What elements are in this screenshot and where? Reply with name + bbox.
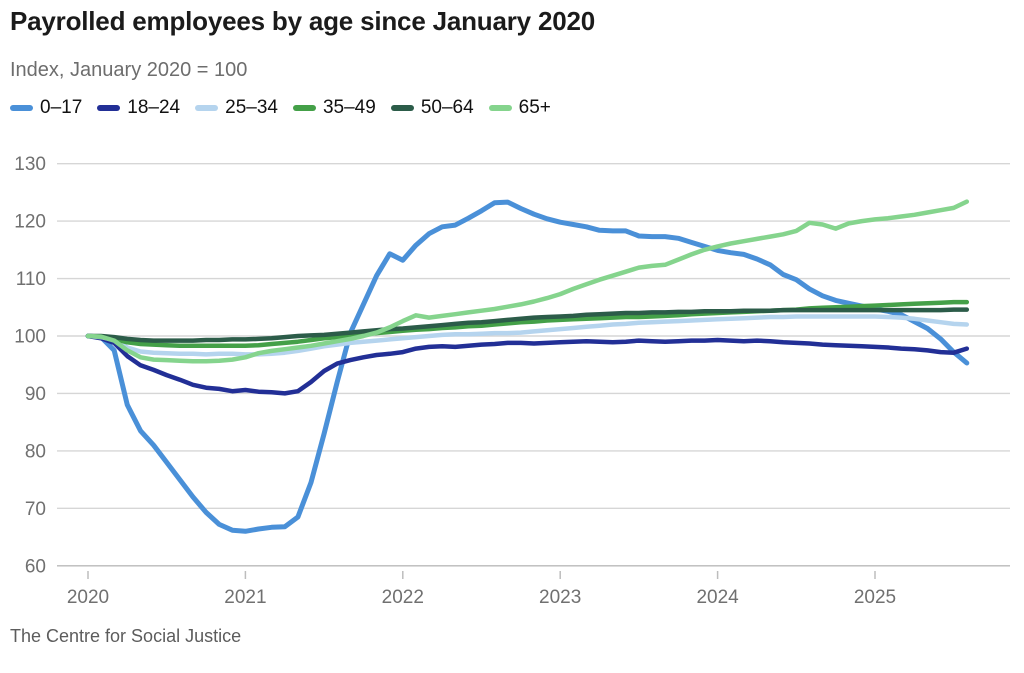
series-line-0–17	[85, 199, 970, 534]
chart-legend: 0–17 18–24 25–34 35–49 50–64 65+	[10, 97, 551, 119]
y-axis-tick-label: 70	[25, 499, 46, 520]
legend-label: 18–24	[127, 97, 181, 118]
legend-item-50–64: 50–64	[390, 97, 474, 119]
legend-item-65+: 65+	[488, 97, 551, 119]
legend-swatch-icon	[97, 105, 121, 111]
y-axis-tick-label: 100	[14, 327, 46, 348]
legend-item-0–17: 0–17	[10, 97, 82, 119]
source-credit: The Centre for Social Justice	[10, 626, 242, 646]
series-line-25–34	[85, 314, 970, 357]
legend-label: 25–34	[225, 97, 278, 118]
legend-item-25–34: 25–34	[195, 97, 278, 119]
chart-subtitle: Index, January 2020 = 100	[10, 59, 248, 81]
legend-label: 65+	[518, 97, 551, 118]
legend-label: 35–49	[322, 97, 376, 118]
chart-title: Payrolled employees by age since January…	[10, 6, 595, 36]
legend-swatch-icon	[195, 105, 219, 111]
line-chart: 60 70 80 90 100 110 120 130 2020 2021 2022 2023 2024…	[14, 154, 1010, 608]
x-axis-tick-label: 2023	[539, 587, 581, 608]
legend-item-35–49: 35–49	[292, 97, 376, 119]
series-line-18–24	[85, 333, 970, 396]
legend-swatch-icon	[390, 105, 414, 111]
series-line-50–64	[85, 307, 970, 343]
legend-label: 0–17	[40, 97, 83, 118]
x-axis-tick-label: 2021	[224, 587, 266, 608]
y-axis-tick-label: 90	[25, 384, 46, 405]
y-axis-tick-label: 130	[14, 154, 46, 175]
legend-item-18–24: 18–24	[97, 97, 180, 119]
series-line-65+	[85, 199, 970, 364]
legend-swatch-icon	[292, 105, 316, 111]
y-axis-tick-label: 60	[25, 556, 46, 577]
legend-label: 50–64	[420, 97, 474, 118]
x-axis-tick-label: 2024	[696, 587, 739, 608]
y-axis-tick-label: 120	[14, 212, 46, 233]
x-axis-tick-label: 2025	[854, 587, 896, 608]
y-axis-tick-label: 110	[16, 269, 46, 290]
x-axis-tick-label: 2020	[67, 587, 109, 608]
y-axis-tick-label: 80	[25, 441, 46, 462]
legend-swatch-icon	[488, 105, 512, 111]
legend-swatch-icon	[10, 105, 33, 111]
x-axis-tick-label: 2022	[382, 587, 424, 608]
